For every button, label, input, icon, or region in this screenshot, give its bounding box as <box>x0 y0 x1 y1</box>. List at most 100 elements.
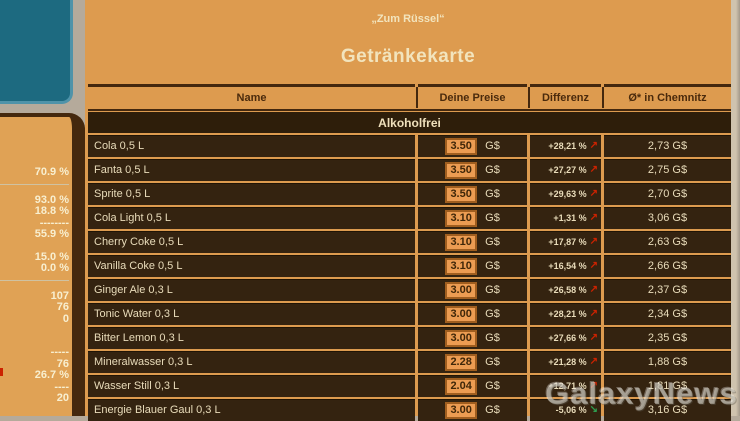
main-panel: „Zum Rüssel“ Getränkekarte Name Deine Pr… <box>85 0 731 421</box>
average-price: 1,81 G$ <box>604 375 731 397</box>
price-input[interactable] <box>445 281 478 299</box>
column-header-your-prices: Deine Preise <box>416 87 527 108</box>
difference-cell: +28,21 % ↗ <box>530 303 601 325</box>
table-header-row: Name Deine Preise Differenz Ø* in Chemni… <box>88 87 731 108</box>
sidebar-stat-dashes: -------- <box>39 216 69 229</box>
currency-label: G$ <box>485 188 500 200</box>
currency-label: G$ <box>485 212 500 224</box>
price-cell: G$ <box>418 159 527 181</box>
galaxynews-watermark: GalaxyNews <box>545 376 738 411</box>
difference-value: +28,21 % <box>548 141 587 151</box>
difference-value: +21,28 % <box>548 357 587 367</box>
sidebar-stat-hr <box>0 183 69 185</box>
difference-value: +12,71 % <box>548 381 587 391</box>
difference-value: +26,58 % <box>548 285 587 295</box>
difference-cell: +27,27 % ↗ <box>530 159 601 181</box>
drink-name: Tonic Water 0,3 L <box>88 303 415 325</box>
trend-arrow-icon: ↗ <box>589 212 598 223</box>
sidebar-stat-value: 93.0 % <box>34 193 69 206</box>
price-input[interactable] <box>445 161 478 179</box>
trend-arrow-icon: ↗ <box>589 356 598 367</box>
sidebar-stat-value: 107 <box>50 289 69 302</box>
average-price: 3,06 G$ <box>604 207 731 229</box>
column-header-difference: Differenz <box>528 87 601 108</box>
drink-name: Cola 0,5 L <box>88 135 415 157</box>
drink-name: Ginger Ale 0,3 L <box>88 279 415 301</box>
sidebar-stat-dashes: ---- <box>54 380 69 393</box>
average-price: 1,88 G$ <box>604 351 731 373</box>
price-input[interactable] <box>445 185 478 203</box>
sidebar-stat-value: 15.0 % <box>34 250 69 263</box>
price-cell: G$ <box>418 303 527 325</box>
currency-label: G$ <box>485 284 500 296</box>
difference-cell: +12,71 % ↗ <box>530 375 601 397</box>
cutoff-red-indicator <box>0 368 3 376</box>
price-cell: G$ <box>418 207 527 229</box>
difference-value: +29,63 % <box>548 189 587 199</box>
top-left-panel <box>0 0 73 104</box>
trend-arrow-icon: ↗ <box>589 140 598 151</box>
sidebar-stat-value: 20 <box>56 392 69 404</box>
trend-arrow-icon: ↘ <box>589 404 598 415</box>
difference-cell: +1,31 % ↗ <box>530 207 601 229</box>
price-input[interactable] <box>445 401 478 419</box>
trend-arrow-icon: ↗ <box>589 260 598 271</box>
category-band-alkoholfrei: Alkoholfrei <box>88 112 731 133</box>
currency-label: G$ <box>485 236 500 248</box>
difference-cell: +16,54 % ↗ <box>530 255 601 277</box>
average-price: 2,66 G$ <box>604 255 731 277</box>
price-input[interactable] <box>445 233 478 251</box>
table-header-rule <box>88 109 731 111</box>
column-header-name: Name <box>236 91 267 104</box>
difference-cell: +28,21 % ↗ <box>530 135 601 157</box>
sidebar-stat-value: 76 <box>56 357 69 370</box>
difference-value: +28,21 % <box>548 309 587 319</box>
price-input[interactable] <box>445 329 478 347</box>
currency-label: G$ <box>485 260 500 272</box>
sidebar-stat-value: 0.0 % <box>40 262 69 274</box>
difference-value: +17,87 % <box>548 237 587 247</box>
table-row: Mineralwasser 0,3 L G$ +21,28 % ↗ 1,88 G… <box>88 351 731 373</box>
column-header-city-average: Ø* in Chemnitz <box>602 87 731 108</box>
average-price: 2,73 G$ <box>604 135 731 157</box>
price-input[interactable] <box>445 305 478 323</box>
drink-name: Bitter Lemon 0,3 L <box>88 327 415 349</box>
price-input[interactable] <box>445 257 478 275</box>
drink-name: Fanta 0,5 L <box>88 159 415 181</box>
sidebar-stats-panel: 70.9 % 93.0 % 18.8 % -------- 55.9 % 15.0 % 0.… <box>0 113 85 416</box>
price-input[interactable] <box>445 377 478 395</box>
drink-name: Mineralwasser 0,3 L <box>88 351 415 373</box>
price-input[interactable] <box>445 137 478 155</box>
drink-name: Cola Light 0,5 L <box>88 207 415 229</box>
table-body: Cola 0,5 L G$ +28,21 % ↗ 2,73 G$ Fanta 0… <box>88 135 731 421</box>
sidebar-stat-value: 18.8 % <box>34 205 69 217</box>
trend-arrow-icon: ↗ <box>589 164 598 175</box>
price-input[interactable] <box>445 209 478 227</box>
sidebar-stat-gap2 <box>0 325 69 347</box>
average-price: 2,75 G$ <box>604 159 731 181</box>
difference-cell: +29,63 % ↗ <box>530 183 601 205</box>
trend-arrow-icon: ↗ <box>589 308 598 319</box>
table-row: Tonic Water 0,3 L G$ +28,21 % ↗ 2,34 G$ <box>88 303 731 325</box>
sidebar-stat-value: 0 <box>62 312 69 325</box>
price-cell: G$ <box>418 255 527 277</box>
currency-label: G$ <box>485 332 500 344</box>
sidebar-stats-list: 70.9 % 93.0 % 18.8 % -------- 55.9 % 15.0 % 0.… <box>0 117 72 405</box>
average-price: 2,70 G$ <box>604 183 731 205</box>
average-price: 2,63 G$ <box>604 231 731 253</box>
currency-label: G$ <box>485 404 500 416</box>
table-row: Cola Light 0,5 L G$ +1,31 % ↗ 3,06 G$ <box>88 207 731 229</box>
price-input[interactable] <box>445 353 478 371</box>
sidebar-stat-value: 26.7 % <box>34 369 69 381</box>
table-row: Cherry Coke 0,5 L G$ +17,87 % ↗ 2,63 G$ <box>88 231 731 253</box>
drink-name: Vanilla Coke 0,5 L <box>88 255 415 277</box>
page-title: Getränkekarte <box>340 46 476 67</box>
trend-arrow-icon: ↗ <box>589 332 598 343</box>
trend-arrow-icon: ↗ <box>589 236 598 247</box>
average-price: 2,34 G$ <box>604 303 731 325</box>
table-row: Sprite 0,5 L G$ +29,63 % ↗ 2,70 G$ <box>88 183 731 205</box>
difference-cell: +27,66 % ↗ <box>530 327 601 349</box>
page-right-gutter <box>731 0 740 416</box>
table-row: Vanilla Coke 0,5 L G$ +16,54 % ↗ 2,66 G$ <box>88 255 731 277</box>
price-cell: G$ <box>418 135 527 157</box>
